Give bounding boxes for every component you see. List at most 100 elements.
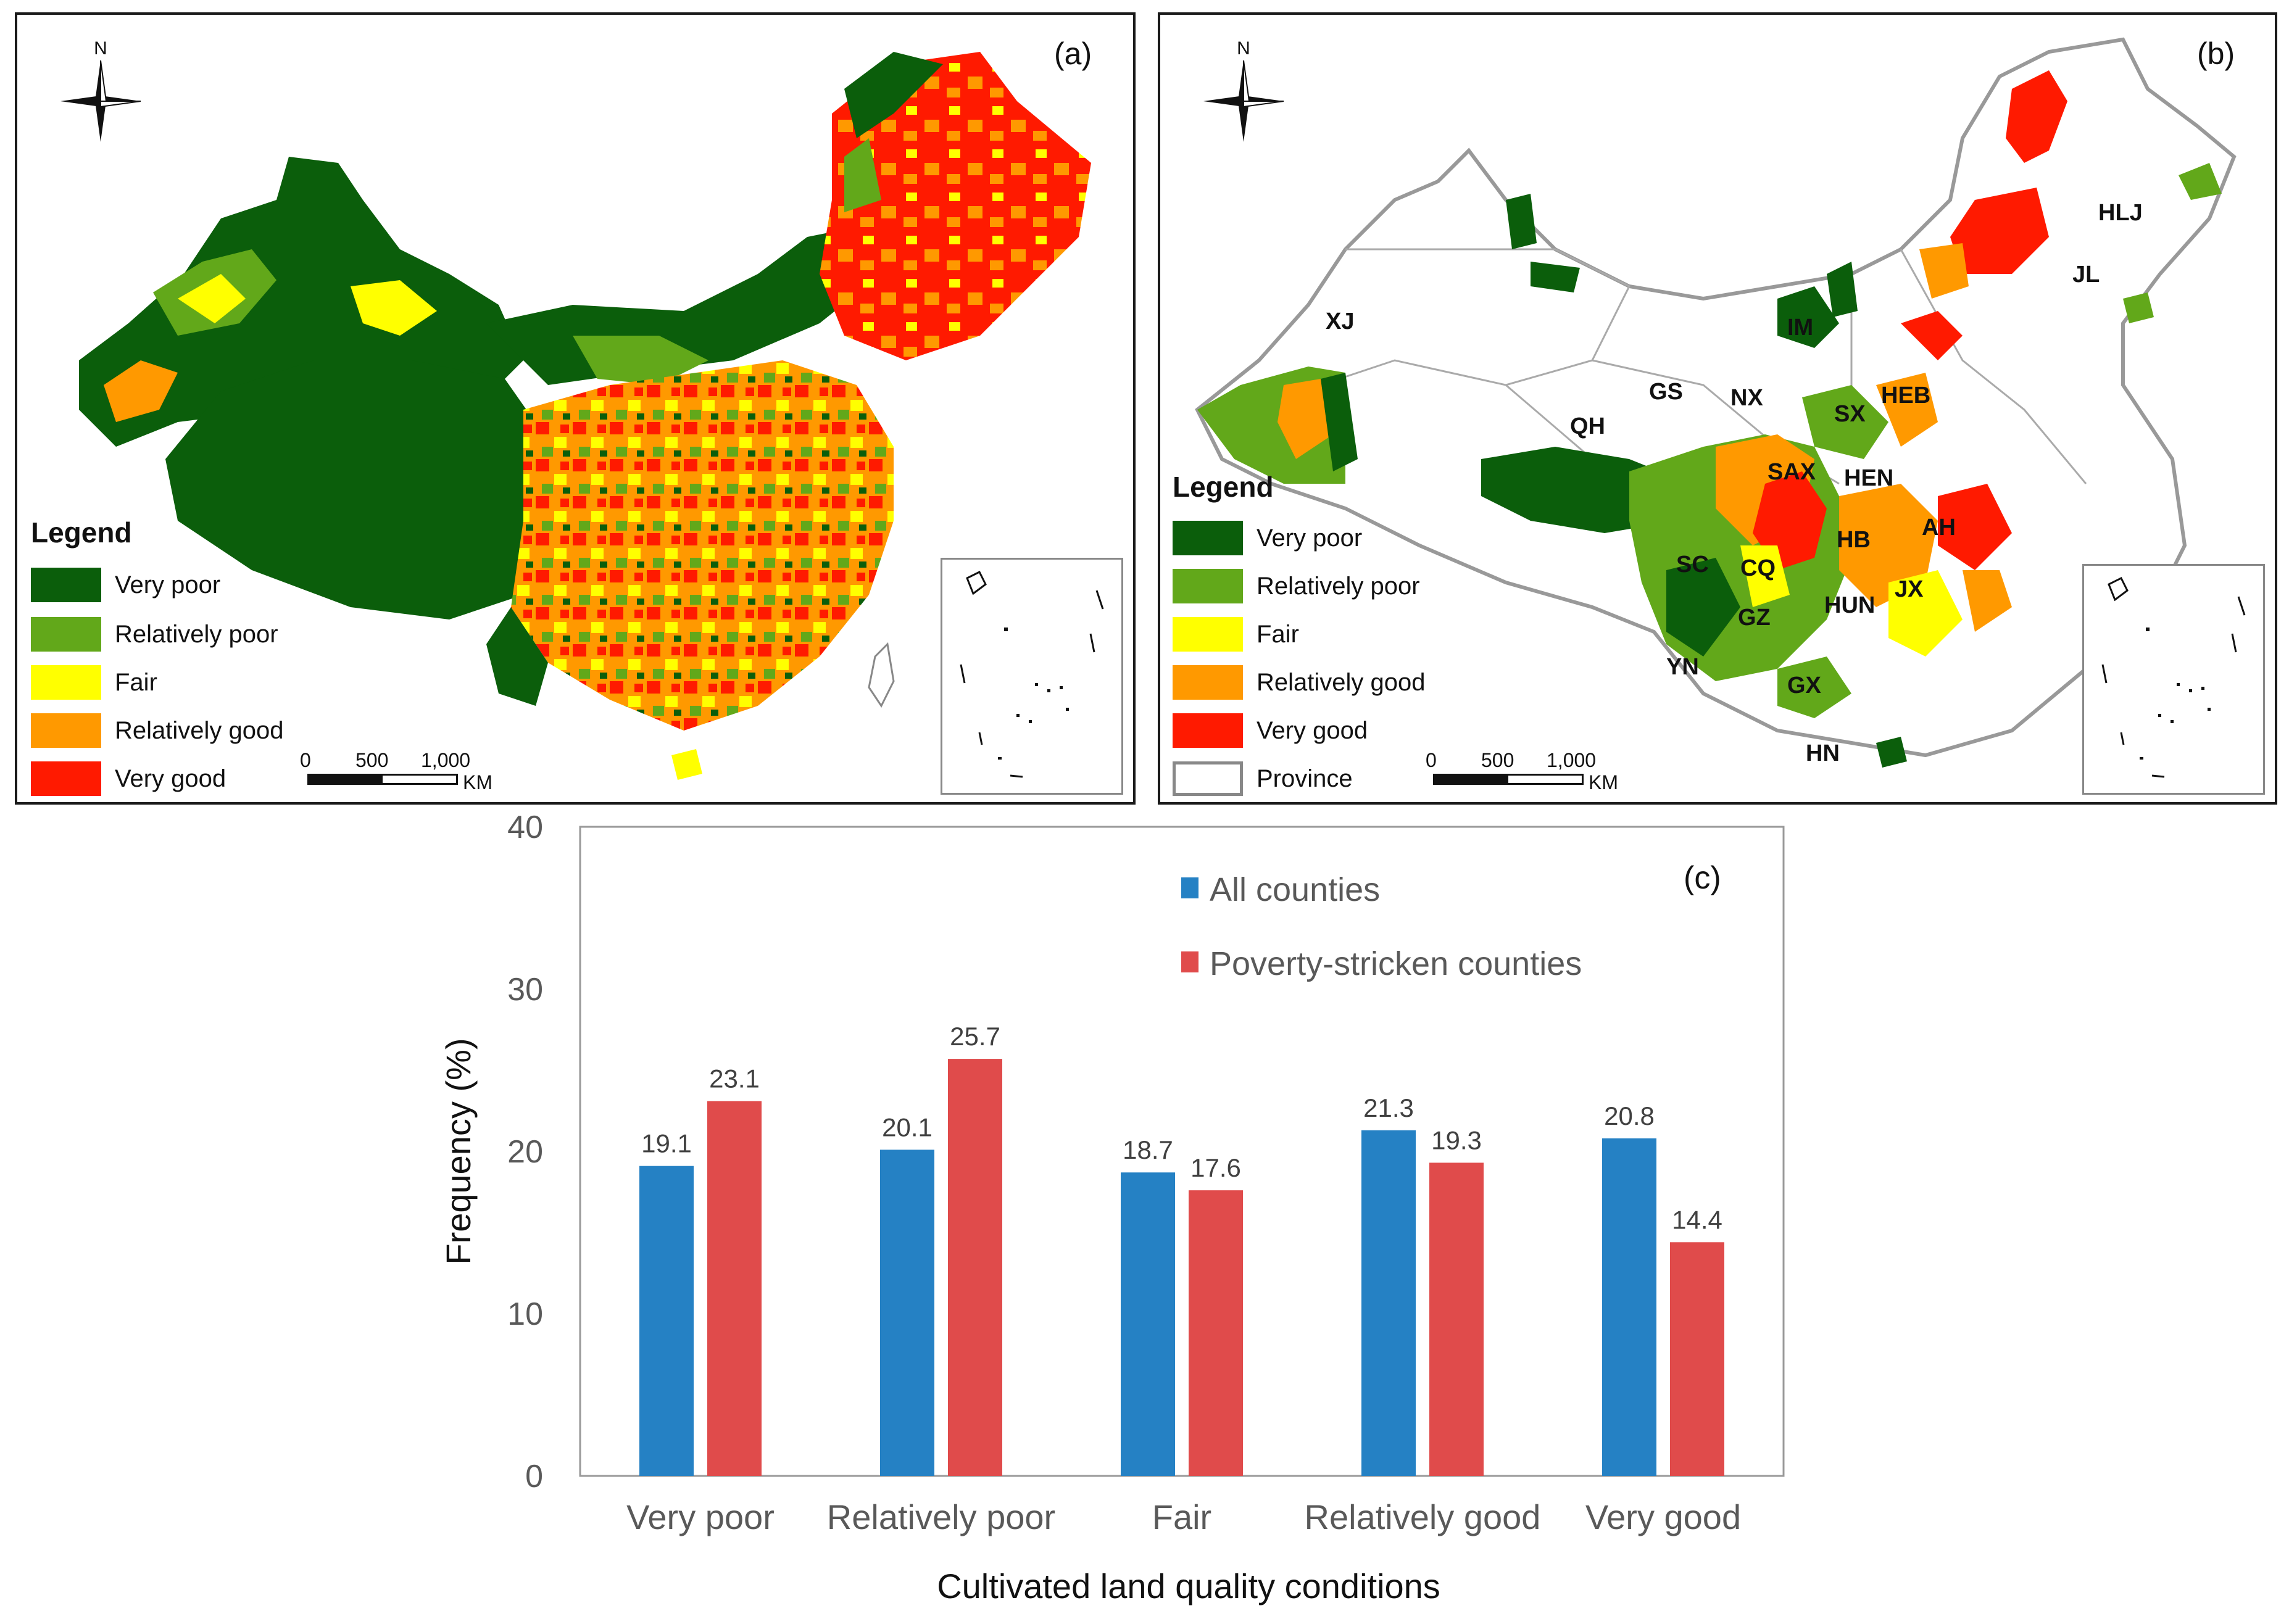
legend-swatch (31, 761, 101, 796)
north-letter: N (94, 38, 107, 59)
bar-value-labels: 19.1 23.1 20.1 25.7 18.7 17.6 21.3 19.3 20.8 14.4 (641, 1022, 1722, 1234)
map-panel-a: N (a) Legend Very poor Relatively poor F… (15, 12, 1136, 805)
province-label: AH (1922, 515, 1956, 541)
legend-title-b: Legend (1173, 471, 1274, 503)
legend-item-province-b: Province (1173, 760, 1353, 797)
map-panel-b: N (b) XJ QH GS NX IM SX HEB HLJ JL SAX H… (1158, 12, 2277, 805)
province-label: NX (1730, 385, 1763, 411)
bar-all-counties (880, 1150, 934, 1476)
province-label: CQ (1740, 555, 1776, 581)
province-label: SAX (1768, 459, 1816, 485)
legend-item-relatively-poor-b: Relatively poor (1173, 568, 1420, 605)
legend-label: Relatively good (1257, 668, 1426, 696)
bars (639, 1059, 1724, 1476)
legend-swatch (1173, 665, 1243, 700)
province-label: SC (1676, 552, 1709, 578)
legend-label: Very poor (1257, 524, 1363, 552)
legend-label: Fair (1257, 620, 1299, 648)
bar-value-label: 17.6 (1190, 1153, 1241, 1182)
legend-swatch (1173, 617, 1243, 652)
province-label: HLJ (2098, 200, 2143, 226)
legend-label: Relatively poor (115, 620, 278, 648)
legend-label: Very good (1257, 716, 1368, 744)
north-letter: N (1237, 38, 1250, 59)
province-label: JL (2072, 262, 2100, 288)
bar-all-counties (1121, 1172, 1175, 1476)
y-tick-label: 40 (507, 814, 543, 845)
legend-swatch (31, 617, 101, 652)
legend-label: Fair (115, 668, 157, 696)
map-b-poverty-counties (1195, 37, 2237, 768)
legend-swatch (31, 665, 101, 700)
legend-title-a: Legend (31, 516, 132, 549)
province-label: HB (1837, 527, 1871, 553)
province-label: HEN (1844, 465, 1894, 491)
province-label: HEB (1881, 383, 1931, 408)
legend-swatch (1173, 569, 1243, 603)
province-label: QH (1570, 413, 1605, 439)
legend-item-very-good-b: Very good (1173, 712, 1368, 749)
province-label: YN (1666, 654, 1699, 680)
legend-swatch (1173, 521, 1243, 555)
bar-value-label: 21.3 (1363, 1093, 1414, 1122)
legend-item-fair-b: Fair (1173, 616, 1299, 653)
legend-item-very-good-a: Very good (31, 760, 226, 797)
bar-poverty-counties (1670, 1242, 1724, 1476)
legend-swatch (1181, 877, 1199, 898)
legend-swatch (31, 713, 101, 748)
scale-unit: KM (463, 771, 492, 793)
scale-tick: 500 (1481, 749, 1514, 771)
legend-swatch (1173, 713, 1243, 748)
legend-label: Very poor (115, 571, 221, 599)
scale-tick: 1,000 (421, 749, 471, 771)
bar-poverty-counties (948, 1059, 1002, 1476)
bar-value-label: 20.8 (1604, 1101, 1655, 1130)
scale-tick: 0 (1426, 749, 1437, 771)
chart-legend: All counties Poverty-stricken counties (1181, 871, 1582, 982)
y-tick-labels: 0 10 20 30 40 (507, 814, 543, 1494)
north-arrow-icon: N (54, 33, 147, 147)
x-tick-labels: Very poor Relatively poor Fair Relatively g… (626, 1498, 1741, 1536)
bar-all-counties (639, 1166, 694, 1476)
legend-label: Relatively good (115, 716, 284, 744)
bar-value-label: 20.1 (882, 1112, 933, 1141)
x-tick-label: Very good (1585, 1498, 1741, 1536)
bar-poverty-counties (1429, 1162, 1484, 1476)
scale-unit: KM (1589, 771, 1618, 793)
province-label: XJ (1326, 309, 1355, 334)
legend-swatch (1173, 761, 1243, 796)
x-tick-label: Relatively good (1305, 1498, 1541, 1536)
x-tick-label: Fair (1152, 1498, 1211, 1536)
legend-swatch (1181, 951, 1199, 972)
bar-value-label: 19.1 (641, 1129, 692, 1158)
x-tick-label: Very poor (626, 1498, 775, 1536)
legend-label: All counties (1210, 871, 1380, 908)
legend-item-relatively-good-a: Relatively good (31, 712, 284, 749)
legend-label: Very good (115, 764, 226, 792)
panel-label-a: (a) (1054, 36, 1092, 71)
bar-value-label: 25.7 (950, 1022, 1000, 1051)
province-label: SX (1834, 401, 1866, 427)
south-china-sea-inset (2082, 564, 2265, 795)
province-label: GZ (1738, 605, 1771, 631)
y-tick-label: 10 (507, 1296, 543, 1332)
province-label: GS (1649, 379, 1683, 405)
legend-item-very-poor-b: Very poor (1173, 520, 1362, 557)
scale-tick: 0 (300, 749, 311, 771)
legend-item-relatively-good-b: Relatively good (1173, 664, 1426, 701)
y-tick-label: 0 (525, 1459, 543, 1494)
y-tick-label: 20 (507, 1134, 543, 1170)
x-axis-label: Cultivated land quality conditions (937, 1567, 1440, 1605)
plot-frame (579, 826, 1785, 1477)
province-label: IM (1787, 315, 1814, 341)
bar-all-counties (1602, 1138, 1656, 1476)
bar-chart-panel-c: 0 10 20 30 40 19.1 23.1 20.1 25.7 18.7 17.6 21.3 19… (0, 814, 2289, 1624)
legend-item-relatively-poor-a: Relatively poor (31, 616, 278, 653)
bar-poverty-counties (1189, 1190, 1243, 1476)
legend-item-very-poor-a: Very poor (31, 566, 220, 603)
legend-swatch (31, 568, 101, 602)
scale-bar-b: 0 500 1,000 KM (1419, 749, 1642, 793)
north-arrow-icon: N (1197, 33, 1290, 147)
province-label: JX (1895, 576, 1924, 602)
